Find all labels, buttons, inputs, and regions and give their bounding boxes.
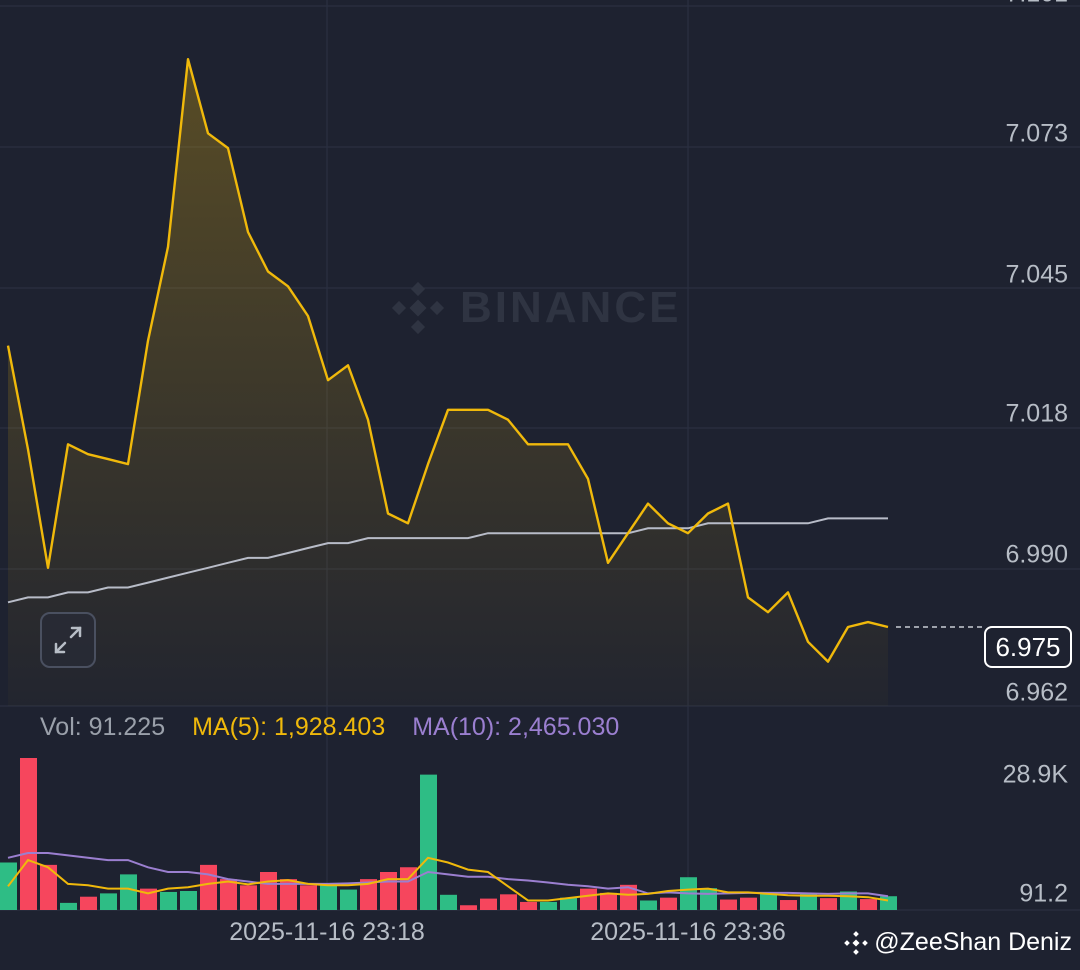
volume-bar <box>80 896 97 910</box>
volume-bar <box>160 891 177 910</box>
volume-bar <box>560 897 577 910</box>
volume-bar <box>480 898 497 910</box>
last-price-label: 6.975 <box>984 626 1072 668</box>
volume-bar <box>620 884 637 910</box>
volume-bar <box>200 864 217 910</box>
volume-bar <box>240 885 257 910</box>
volume-bar <box>740 897 757 910</box>
price-area <box>8 59 888 706</box>
volume-bar <box>300 885 317 910</box>
volume-bar <box>180 891 197 910</box>
volume-bar <box>280 879 297 910</box>
binance-diamond-logo <box>391 281 445 335</box>
volume-bar <box>700 888 717 910</box>
volume-bar <box>460 905 477 910</box>
volume-bar <box>400 867 417 910</box>
volume-tick: 28.9K <box>1002 760 1068 789</box>
volume-bar <box>600 892 617 910</box>
volume-bar <box>800 893 817 910</box>
expand-chart-button[interactable] <box>40 612 96 668</box>
author-signature: @ZeeShan Deniz <box>844 928 1072 957</box>
moving-average-line <box>7 517 888 604</box>
volume-bar <box>820 898 837 910</box>
volume-bar <box>440 894 457 910</box>
volume-tick: 91.2 <box>1019 879 1068 908</box>
price-tick: 6.962 <box>1005 678 1068 707</box>
legend-volume: Vol: 91.225 <box>40 713 166 741</box>
time-tick: 2025-11-16 23:36 <box>590 918 786 946</box>
volume-bar <box>140 888 157 910</box>
volume-bar <box>880 896 897 910</box>
volume-bar <box>260 872 277 910</box>
volume-bar <box>40 864 57 910</box>
legend-ma10: MA(10): 2,465.030 <box>412 713 620 741</box>
price-line <box>6 58 889 663</box>
volume-bar <box>720 899 737 910</box>
binance-diamond-icon <box>844 930 869 955</box>
volume-bar <box>20 758 37 910</box>
volume-bar <box>640 900 657 910</box>
volume-bar <box>220 879 237 910</box>
volume-bar <box>780 900 797 910</box>
price-area-fill <box>8 59 888 706</box>
volume-ma5-line <box>7 856 889 902</box>
volume-bar <box>580 888 597 910</box>
watermark-text: BINANCE <box>460 283 682 332</box>
volume-bar <box>520 901 537 910</box>
price-tick: 7.018 <box>1005 399 1068 428</box>
volume-bar <box>360 879 377 910</box>
volume-legend: Vol: 91.225 MA(5): 1,928.403 MA(10): 2,4… <box>40 713 639 742</box>
volume-bar <box>660 897 677 910</box>
volume-bar <box>60 902 77 910</box>
volume-bar <box>540 901 557 910</box>
volume-bar <box>120 874 137 910</box>
volume-bars <box>0 758 897 910</box>
volume-bar <box>340 889 357 910</box>
price-tick: 7.045 <box>1005 260 1068 289</box>
price-tick: 7.073 <box>1005 119 1068 148</box>
volume-bar <box>320 885 337 910</box>
price-tick: 7.101 <box>1005 0 1068 9</box>
binance-watermark: BINANCE <box>390 280 681 336</box>
price-tick: 6.990 <box>1005 540 1068 569</box>
volume-bar <box>100 893 117 910</box>
volume-bar <box>420 774 437 910</box>
expand-arrows-icon <box>54 626 82 654</box>
legend-ma5: MA(5): 1,928.403 <box>192 713 386 741</box>
volume-bar <box>760 893 777 910</box>
time-tick: 2025-11-16 23:18 <box>229 918 425 946</box>
volume-bar <box>380 872 397 910</box>
volume-bar <box>860 899 877 910</box>
signature-text: @ZeeShan Deniz <box>874 928 1072 956</box>
price-lines <box>6 58 984 663</box>
volume-bar <box>500 894 517 910</box>
